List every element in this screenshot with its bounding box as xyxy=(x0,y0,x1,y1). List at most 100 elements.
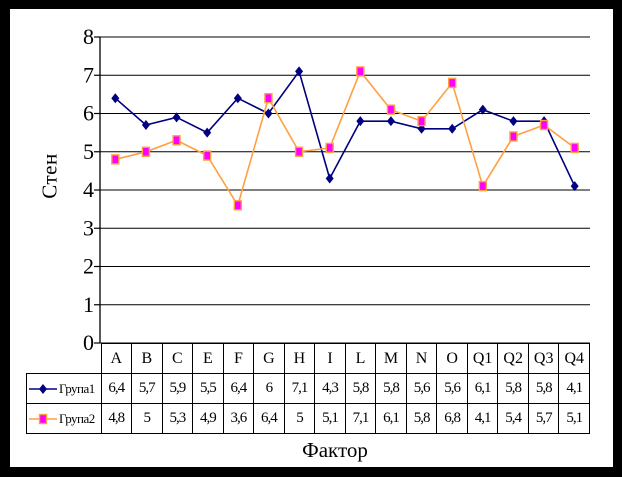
legend-line-diamond-icon xyxy=(29,383,57,394)
square-marker xyxy=(325,142,334,154)
value-cell: 5,4 xyxy=(497,403,529,434)
square-marker xyxy=(264,92,273,104)
factor-column-header: C xyxy=(161,343,194,374)
y-tick-label: 8 xyxy=(83,24,94,49)
series-1-Група1 xyxy=(111,66,579,192)
diamond-marker xyxy=(295,66,304,77)
factor-column-header: I xyxy=(314,343,346,374)
factor-column-header: Q4 xyxy=(558,343,590,374)
value-cell: 6,4 xyxy=(100,373,133,404)
series-1-line xyxy=(114,69,576,187)
value-cell: 6,4 xyxy=(222,373,255,404)
square-marker xyxy=(417,115,426,127)
value-cell: 5,8 xyxy=(527,373,560,404)
legend-key-series-1: Група1 xyxy=(26,373,102,404)
square-marker xyxy=(356,66,365,77)
value-cell: 5,8 xyxy=(405,403,438,434)
diamond-marker xyxy=(111,93,120,104)
y-tick-label: 6 xyxy=(83,101,94,126)
value-cell: 5 xyxy=(131,403,163,434)
factor-column-header: M xyxy=(375,343,407,374)
value-cell: 5,7 xyxy=(527,403,560,434)
y-axis-ticks xyxy=(94,36,100,344)
y-tick-label: 1 xyxy=(83,292,94,317)
square-marker xyxy=(294,146,304,157)
y-tick-label: 3 xyxy=(83,215,94,240)
factor-column-header: Q3 xyxy=(527,343,560,374)
diamond-marker xyxy=(448,123,457,134)
factor-column-header: E xyxy=(192,343,224,374)
y-tick-label: 2 xyxy=(83,254,94,279)
square-marker xyxy=(202,150,212,161)
square-marker xyxy=(539,119,549,131)
y-axis-title: Стен xyxy=(37,153,62,199)
factor-column-header: H xyxy=(283,343,316,374)
value-cell: 5 xyxy=(283,403,316,434)
factor-column-header: O xyxy=(436,343,468,374)
value-cell: 4,8 xyxy=(100,403,133,434)
square-marker xyxy=(172,135,181,146)
value-cell: 5,9 xyxy=(161,373,194,404)
diamond-marker xyxy=(325,173,334,184)
square-marker xyxy=(233,200,243,211)
value-cell: 4,9 xyxy=(192,403,224,434)
legend-key-series-2: Група2 xyxy=(26,403,102,434)
factor-column-header: B xyxy=(131,343,163,374)
diamond-marker xyxy=(478,104,487,115)
y-tick-labels: 0 1 2 3 4 5 6 7 8 xyxy=(83,24,94,355)
y-tick-label: 0 xyxy=(83,330,94,355)
square-marker xyxy=(386,104,396,115)
value-cell: 4,1 xyxy=(558,373,590,404)
table-corner-blank xyxy=(27,344,102,374)
value-cell: 5,7 xyxy=(131,373,163,404)
factor-column-header: N xyxy=(405,343,438,374)
legend-line-square-icon xyxy=(29,413,57,424)
legend-label: Група2 xyxy=(59,410,95,426)
square-marker xyxy=(570,142,579,154)
square-marker xyxy=(509,131,518,142)
diamond-marker xyxy=(172,112,181,123)
square-marker xyxy=(478,180,488,192)
value-cell: 3,6 xyxy=(222,403,255,434)
value-cell: 5,6 xyxy=(405,373,438,404)
square-marker xyxy=(111,154,120,165)
factor-column-header: Q2 xyxy=(497,343,529,374)
y-tick-label: 4 xyxy=(83,177,94,202)
diamond-marker xyxy=(509,116,518,127)
value-cell: 6,8 xyxy=(436,403,468,434)
legend-label: Група1 xyxy=(59,380,95,396)
factor-column-header: L xyxy=(344,343,377,374)
value-cell: 5,3 xyxy=(161,403,194,434)
value-cell: 5,6 xyxy=(436,373,468,404)
value-cell: 5,1 xyxy=(558,403,590,434)
diamond-marker xyxy=(264,108,273,119)
diamond-marker xyxy=(141,119,150,130)
diamond-marker xyxy=(570,181,579,192)
square-marker xyxy=(447,77,457,89)
value-cell: 4,3 xyxy=(314,373,346,404)
value-cell: 5,1 xyxy=(314,403,346,434)
diamond-marker xyxy=(203,127,212,138)
series-2-line xyxy=(115,69,576,208)
value-cell: 4,1 xyxy=(466,403,499,434)
series-2-Група2 xyxy=(111,66,579,211)
factor-column-header: Q1 xyxy=(466,343,499,374)
y-tick-label: 7 xyxy=(83,62,94,87)
x-axis-title: Фактор xyxy=(302,438,368,462)
factor-column-header: G xyxy=(253,343,285,374)
value-cell: 6 xyxy=(253,373,285,404)
value-cell: 6,1 xyxy=(466,373,499,404)
diamond-marker xyxy=(233,93,242,104)
value-cell: 7,1 xyxy=(344,403,377,434)
value-cell: 5,8 xyxy=(497,373,529,404)
value-cell: 6,1 xyxy=(375,403,407,434)
value-cell: 7,1 xyxy=(283,373,316,404)
value-cell: 6,4 xyxy=(253,403,285,434)
diamond-marker xyxy=(386,116,395,127)
data-table-with-legend: A B C E F G H I L M N O Q1 Q2 Q3 Q4 Група1 6,4 5,7 5,9 5,5 6,… xyxy=(26,343,590,434)
y-tick-label: 5 xyxy=(83,139,94,164)
value-cell: 5,8 xyxy=(344,373,377,404)
square-marker xyxy=(141,146,151,157)
